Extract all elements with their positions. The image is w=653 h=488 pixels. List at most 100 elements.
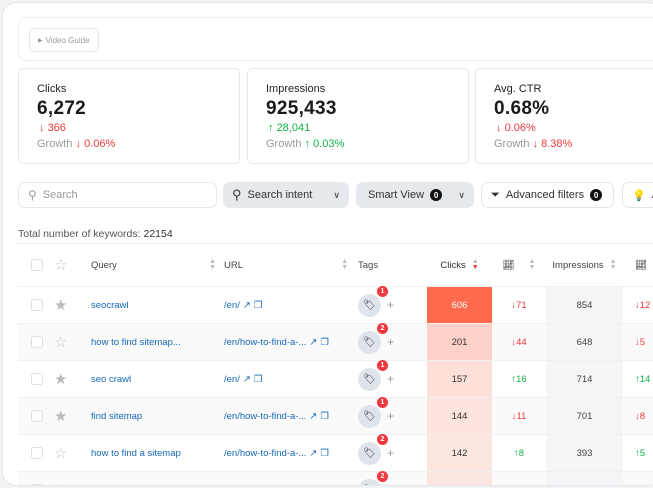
row-checkbox[interactable] [31, 299, 43, 311]
url-cell: /en/↗ ❐ [224, 287, 262, 323]
url-cell: /en/↗ ❐ [224, 361, 262, 397]
clicks-cell [427, 472, 492, 485]
advanced-filters-count: 0 [590, 189, 603, 201]
copy-icon[interactable]: ❐ [320, 447, 329, 459]
arrow-up-icon: ↑ [304, 138, 311, 150]
row-checkbox[interactable] [31, 484, 43, 485]
query-link[interactable]: find sitemap [91, 410, 143, 422]
url-link[interactable]: /en/ [224, 373, 240, 385]
next-filter-button[interactable]: 💡A [622, 182, 653, 208]
video-guide-button[interactable]: ▶ Video Guide [29, 28, 99, 52]
table-row[interactable]: ☆ 🏷︎ 2+ [18, 470, 653, 485]
table-row[interactable]: ☆ how to find sitemap... /en/how-to-find… [18, 322, 653, 361]
url-link[interactable]: /en/how-to-find-a-... [224, 447, 307, 459]
column-query[interactable]: Query ▲ ▼ [91, 258, 216, 271]
sort-desc-icon: ▲ ▼ [471, 258, 479, 271]
url-link[interactable]: /en/how-to-find-a-... [224, 410, 307, 422]
add-tag-icon[interactable]: + [387, 483, 394, 485]
column-clicks-trend[interactable]: 📈︎ ▲ ▼ [492, 244, 546, 286]
sort-icon: ▲ ▼ [528, 258, 536, 271]
table-row[interactable]: ★ seo crawl /en/↗ ❐ 🏷︎ 1 + 157 ↑ 16 714 ↑ 14 [18, 359, 653, 398]
star-icon[interactable]: ☆ [54, 472, 67, 485]
star-icon[interactable]: ☆ [54, 445, 68, 462]
add-tag-icon[interactable]: + [387, 335, 395, 349]
tag-button[interactable]: 🏷︎ 1 [358, 359, 388, 391]
url-link[interactable]: /en/ [224, 299, 240, 311]
chevron-down-icon: ∨ [333, 189, 340, 200]
tag-button[interactable]: 🏷︎2 [358, 322, 388, 354]
chart-icon: 📈︎ [502, 259, 515, 271]
star-icon[interactable]: ★ [54, 297, 68, 314]
search-icon: ⚲ [232, 187, 242, 202]
star-icon[interactable]: ★ [54, 408, 68, 425]
clicks-cell: 606 [427, 287, 492, 323]
external-link-icon[interactable]: ↗ [242, 373, 251, 385]
star-icon[interactable]: ☆ [54, 334, 68, 351]
smart-view-count: 0 [430, 189, 443, 201]
external-link-icon[interactable]: ↗ [309, 447, 318, 459]
star-icon[interactable]: ★ [54, 371, 68, 388]
table-row[interactable]: ☆ how to find a sitemap /en/how-to-find-… [18, 433, 653, 472]
add-tag-icon[interactable]: + [387, 372, 395, 386]
search-intent-dropdown[interactable]: ⚲ Search intent ∨ [223, 182, 349, 208]
clicks-delta: ↑ 16 [511, 373, 527, 385]
filter-icon: ⏷ [491, 188, 500, 201]
tag-button[interactable]: 🏷︎2 [358, 433, 388, 465]
metric-card-0: Clicks 6,272 ↓ 366 Growth ↓ 0.06% [18, 68, 240, 164]
column-clicks[interactable]: Clicks ▲ ▼ [440, 258, 479, 271]
table-row[interactable]: ★ seocrawl /en/↗ ❐ 🏷︎ 1 + 606 ↓ 71 854 ↓ 12 [18, 285, 653, 324]
advanced-filters-button[interactable]: ⏷ Advanced filters 0 [481, 182, 614, 208]
add-tag-icon[interactable]: + [387, 409, 395, 423]
external-link-icon[interactable]: ↗ [309, 336, 318, 348]
tag-count-badge: 2 [377, 322, 388, 334]
star-icon[interactable]: ☆ [54, 257, 68, 274]
row-checkbox[interactable] [31, 410, 43, 422]
copy-icon[interactable]: ❐ [320, 336, 329, 348]
query-link[interactable]: how to find a sitemap [91, 447, 181, 459]
external-link-icon[interactable]: ↗ [242, 299, 251, 311]
impressions-delta: ↓ 8 [635, 410, 646, 422]
clicks-delta: ↓ 11 [511, 410, 527, 422]
query-link[interactable]: seo crawl [91, 373, 132, 385]
clicks-cell: 157 [427, 361, 492, 397]
metric-delta: ↑ 28,041 [268, 122, 311, 134]
copy-icon[interactable]: ❐ [253, 373, 263, 385]
select-all-checkbox[interactable] [31, 259, 43, 271]
query-link[interactable]: seocrawl [91, 299, 129, 311]
lightbulb-icon: 💡 [632, 189, 646, 202]
column-impressions[interactable]: Impressions ▲ ▼ [552, 258, 617, 271]
column-tags[interactable]: Tags [358, 259, 379, 271]
tag-count-badge: 1 [377, 285, 388, 297]
arrow-down-icon: ↓ [532, 138, 539, 150]
column-impressions-trend[interactable]: 📈︎ [623, 244, 653, 286]
search-input[interactable]: ⚲ Search [18, 182, 217, 208]
arrow-down-icon: ↓ [496, 122, 502, 134]
smart-view-dropdown[interactable]: Smart View 0 ∨ [356, 182, 474, 208]
column-url[interactable]: URL ▲ ▼ [224, 258, 348, 271]
tag-count-badge: 1 [377, 359, 388, 371]
copy-icon[interactable]: ❐ [253, 299, 263, 311]
tag-button[interactable]: 🏷︎2 [358, 470, 388, 485]
arrow-down-icon: ↓ [75, 138, 82, 150]
row-checkbox[interactable] [31, 336, 43, 348]
add-tag-icon[interactable]: + [387, 298, 395, 312]
clicks-delta: ↓ 44 [511, 336, 527, 348]
query-link[interactable]: how to find sitemap... [91, 336, 181, 348]
add-tag-icon[interactable]: + [387, 446, 395, 460]
tags-cell: 🏷︎2+ [358, 322, 395, 360]
url-link[interactable]: /en/how-to-find-a-... [224, 336, 307, 348]
tag-button[interactable]: 🏷︎ 1 [358, 396, 388, 428]
row-checkbox[interactable] [31, 373, 43, 385]
row-checkbox[interactable] [31, 447, 43, 459]
table-row[interactable]: ★ find sitemap /en/how-to-find-a-... ↗ ❐ 🏷… [18, 396, 653, 435]
external-link-icon[interactable]: ↗ [309, 410, 318, 422]
tag-button[interactable]: 🏷︎ 1 [358, 285, 388, 317]
copy-icon[interactable]: ❐ [320, 410, 329, 422]
tag-count-badge: 2 [377, 470, 388, 482]
arrow-down-icon: ↓ [39, 122, 45, 134]
tag-icon: 🏷︎ [363, 447, 376, 459]
top-card: ▶ Video Guide [18, 17, 653, 61]
chart-icon: 📈︎ [635, 259, 648, 271]
impressions-delta: ↓ 5 [635, 336, 646, 348]
